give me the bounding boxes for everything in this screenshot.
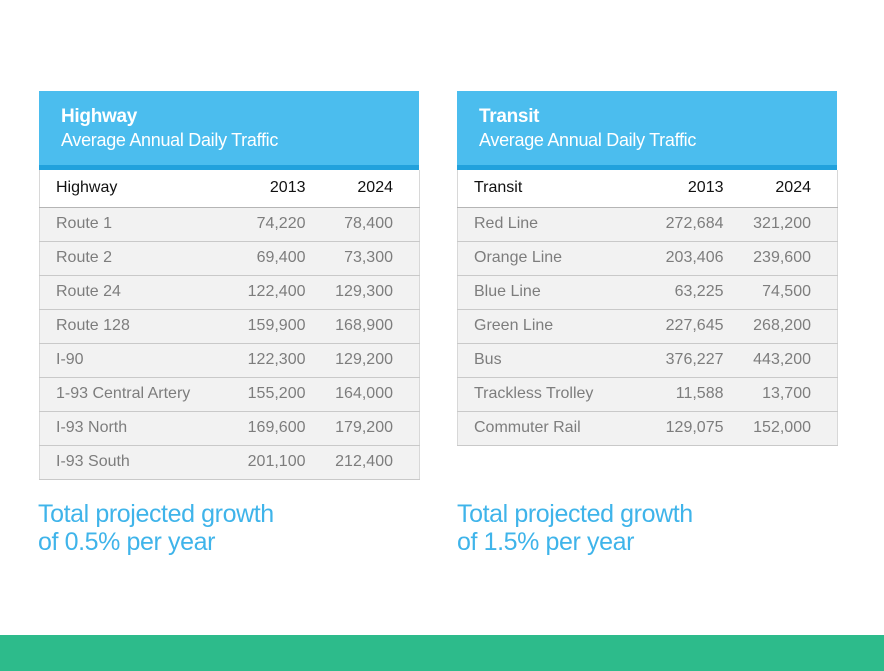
value-2013: 169,600 <box>207 411 314 446</box>
row-name: Green Line <box>457 309 626 344</box>
value-2013: 272,684 <box>625 207 732 242</box>
table-row: Bus 376,227 443,200 <box>457 343 838 378</box>
highway-panel-title: Highway <box>61 106 138 127</box>
transit-growth-line-2: of 1.5% per year <box>457 528 635 556</box>
value-2024: 268,200 <box>731 309 838 344</box>
value-2013: 74,220 <box>207 207 314 242</box>
transit-table-header-row: Transit 2013 2024 <box>457 170 838 208</box>
value-2013: 159,900 <box>207 309 314 344</box>
row-name: Commuter Rail <box>457 411 626 446</box>
row-name: Bus <box>457 343 626 378</box>
highway-table-header-row: Highway 2013 2024 <box>39 170 420 208</box>
value-2013: 122,400 <box>207 275 314 310</box>
table-row: Green Line 227,645 268,200 <box>457 309 838 344</box>
highway-growth-line-2: of 0.5% per year <box>38 528 216 556</box>
table-row: Commuter Rail 129,075 152,000 <box>457 411 838 446</box>
highway-panel: Highway Average Annual Daily Traffic Hig… <box>39 91 420 480</box>
column-header-2024: 2024 <box>313 170 420 208</box>
value-2024: 13,700 <box>731 377 838 412</box>
row-name: Orange Line <box>457 241 626 276</box>
value-2024: 73,300 <box>313 241 420 276</box>
highway-panel-subtitle: Average Annual Daily Traffic <box>61 130 279 150</box>
highway-growth-line-1: Total projected growth <box>38 500 274 528</box>
column-header-2013: 2013 <box>625 170 732 208</box>
table-row: Orange Line 203,406 239,600 <box>457 241 838 276</box>
table-row: Route 128 159,900 168,900 <box>39 309 420 344</box>
value-2024: 164,000 <box>313 377 420 412</box>
value-2024: 168,900 <box>313 309 420 344</box>
transit-panel-subtitle: Average Annual Daily Traffic <box>479 130 697 150</box>
transit-growth-note: Total projected growth of 1.5% per year <box>457 500 693 556</box>
value-2024: 78,400 <box>313 207 420 242</box>
row-name: I-93 North <box>39 411 208 446</box>
highway-table-body: Route 1 74,220 78,400 Route 2 69,400 73,… <box>39 207 420 480</box>
column-header-2024: 2024 <box>731 170 838 208</box>
value-2024: 321,200 <box>731 207 838 242</box>
row-name: Trackless Trolley <box>457 377 626 412</box>
value-2013: 227,645 <box>625 309 732 344</box>
value-2013: 155,200 <box>207 377 314 412</box>
value-2013: 203,406 <box>625 241 732 276</box>
row-name: Route 24 <box>39 275 208 310</box>
row-name: I-90 <box>39 343 208 378</box>
row-name: Blue Line <box>457 275 626 310</box>
table-row: I-93 North 169,600 179,200 <box>39 411 420 446</box>
highway-growth-note: Total projected growth of 0.5% per year <box>38 500 274 556</box>
value-2013: 122,300 <box>207 343 314 378</box>
value-2024: 152,000 <box>731 411 838 446</box>
value-2013: 11,588 <box>625 377 732 412</box>
table-row: I-93 South 201,100 212,400 <box>39 445 420 480</box>
value-2024: 179,200 <box>313 411 420 446</box>
table-row: 1-93 Central Artery 155,200 164,000 <box>39 377 420 412</box>
row-name: I-93 South <box>39 445 208 480</box>
row-name: 1-93 Central Artery <box>39 377 208 412</box>
value-2024: 74,500 <box>731 275 838 310</box>
row-name: Route 2 <box>39 241 208 276</box>
highway-table: Highway 2013 2024 Route 1 74,220 78,400 … <box>39 170 420 480</box>
table-row: I-90 122,300 129,200 <box>39 343 420 378</box>
table-row: Route 2 69,400 73,300 <box>39 241 420 276</box>
row-name: Route 128 <box>39 309 208 344</box>
transit-table: Transit 2013 2024 Red Line 272,684 321,2… <box>457 170 838 446</box>
footer-bar <box>0 635 884 671</box>
column-header-transit: Transit <box>457 170 626 208</box>
table-row: Route 1 74,220 78,400 <box>39 207 420 242</box>
value-2013: 63,225 <box>625 275 732 310</box>
value-2024: 443,200 <box>731 343 838 378</box>
value-2013: 376,227 <box>625 343 732 378</box>
value-2024: 129,300 <box>313 275 420 310</box>
table-row: Red Line 272,684 321,200 <box>457 207 838 242</box>
transit-growth-line-1: Total projected growth <box>457 500 693 528</box>
table-row: Blue Line 63,225 74,500 <box>457 275 838 310</box>
transit-panel-header: Transit Average Annual Daily Traffic <box>457 91 837 170</box>
value-2013: 201,100 <box>207 445 314 480</box>
table-row: Trackless Trolley 11,588 13,700 <box>457 377 838 412</box>
value-2024: 239,600 <box>731 241 838 276</box>
value-2013: 129,075 <box>625 411 732 446</box>
row-name: Red Line <box>457 207 626 242</box>
transit-table-body: Red Line 272,684 321,200 Orange Line 203… <box>457 207 838 446</box>
highway-panel-header: Highway Average Annual Daily Traffic <box>39 91 419 170</box>
value-2024: 129,200 <box>313 343 420 378</box>
value-2013: 69,400 <box>207 241 314 276</box>
transit-panel: Transit Average Annual Daily Traffic Tra… <box>457 91 838 446</box>
column-header-2013: 2013 <box>207 170 314 208</box>
column-header-highway: Highway <box>39 170 208 208</box>
transit-panel-title: Transit <box>479 106 540 127</box>
row-name: Route 1 <box>39 207 208 242</box>
table-row: Route 24 122,400 129,300 <box>39 275 420 310</box>
value-2024: 212,400 <box>313 445 420 480</box>
